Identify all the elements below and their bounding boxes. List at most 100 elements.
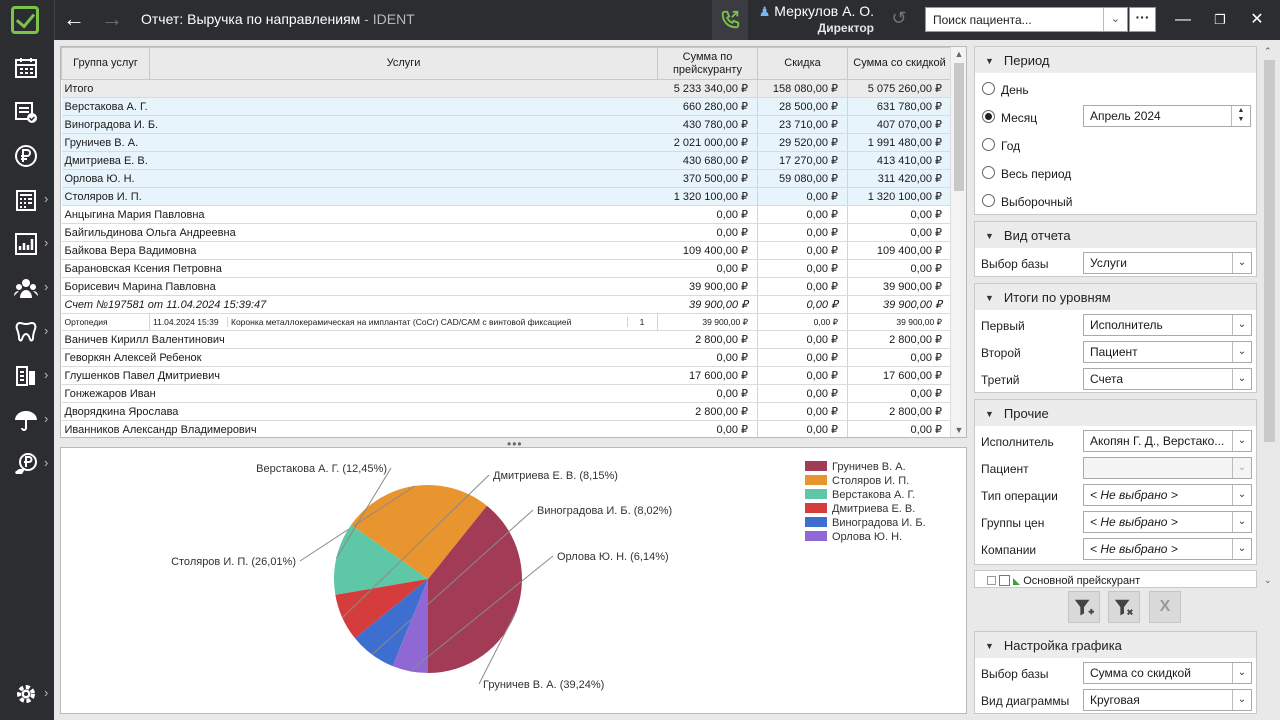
table-row[interactable]: Геворкян Алексей Ребенок 0,00 ₽0,00 ₽0,00… <box>61 348 952 367</box>
column-header-services[interactable]: Услуги <box>149 47 658 80</box>
window-title: Отчет: Выручка по направлениям - IDENT <box>141 11 415 27</box>
telephony-button[interactable] <box>712 0 748 40</box>
price-groups-select[interactable]: < Не выбрано > ⌄ <box>1083 511 1252 533</box>
checkbox[interactable] <box>999 575 1011 586</box>
spin-arrows-icon[interactable]: ▲ ▼ <box>1231 106 1250 126</box>
cell-name: Иванников Александр Владимерович <box>61 420 658 437</box>
pie-slice[interactable] <box>351 485 487 579</box>
remove-filter-button[interactable] <box>1108 591 1140 623</box>
table-row[interactable]: Барановская Ксения Петровна 0,00 ₽0,00 ₽0… <box>61 259 952 278</box>
sidebar-item-schedule[interactable] <box>0 50 54 86</box>
first-level-select[interactable]: Исполнитель ⌄ <box>1083 314 1252 336</box>
base-select[interactable]: Услуги ⌄ <box>1083 252 1252 274</box>
scroll-up-icon[interactable]: ⌃ <box>1264 46 1272 56</box>
table-row[interactable]: Глушенков Павел Дмитриевич 17 600,00 ₽0,0… <box>61 366 952 385</box>
table-row[interactable]: Груничев В. А. 2 021 000,00 ₽29 520,00 ₽1… <box>61 133 952 152</box>
pie-slice[interactable] <box>334 524 428 595</box>
sidebar-item-settings[interactable]: › <box>0 676 54 712</box>
forward-arrow-icon[interactable]: → <box>101 6 123 31</box>
sidebar-item-users[interactable]: › <box>0 270 54 306</box>
table-row[interactable]: Анцыгина Мария Павловна 0,00 ₽0,00 ₽0,00 … <box>61 205 952 224</box>
scroll-down-icon[interactable]: ⌄ <box>1264 575 1272 585</box>
patient-search-input[interactable]: Поиск пациента... ⌄ <box>925 7 1128 32</box>
period-radio[interactable] <box>982 166 995 179</box>
sidebar-item-finance[interactable] <box>0 138 54 174</box>
restore-icon[interactable]: ❐ <box>1214 12 1226 27</box>
table-row[interactable]: Ваничев Кирилл Валентинович 2 800,00 ₽0,0… <box>61 330 952 349</box>
month-picker[interactable]: Апрель 2024 ▲ ▼ <box>1083 105 1251 127</box>
table-row[interactable]: Орлова Ю. Н. 370 500,00 ₽59 080,00 ₽311 4… <box>61 169 952 188</box>
tree-item[interactable]: Основной прейскурант <box>987 575 1140 587</box>
table-row[interactable]: Гонжежаров Иван 0,00 ₽0,00 ₽0,00 ₽ <box>61 384 952 403</box>
period-option-label[interactable]: Весь период <box>1001 167 1072 181</box>
column-header-discounted-sum[interactable]: Сумма со скидкой <box>847 47 952 80</box>
pie-slice[interactable] <box>335 579 428 639</box>
table-row[interactable]: Ортопедия 11.04.2024 15:39 Коронка металло… <box>61 313 952 331</box>
chevron-down-icon[interactable]: ⌄ <box>1103 8 1127 31</box>
period-option-label[interactable]: Год <box>1001 139 1021 153</box>
sidebar-item-dental[interactable]: › <box>0 314 54 350</box>
table-row[interactable]: Байгильдинова Ольга Андреевна 0,00 ₽0,00 … <box>61 223 952 242</box>
right-panel-scrollbar[interactable]: ⌃ ⌄ <box>1262 46 1276 586</box>
scroll-down-icon[interactable]: ▼ <box>954 425 964 435</box>
sidebar-item-insurance[interactable]: › <box>0 402 54 438</box>
executor-select[interactable]: Акопян Г. Д., Верстако... ⌄ <box>1083 430 1252 452</box>
pie-slice[interactable] <box>392 579 428 673</box>
table-row[interactable]: Виноградова И. Б. 430 780,00 ₽23 710,00 ₽… <box>61 115 952 134</box>
sidebar-item-tasks[interactable] <box>0 94 54 130</box>
report-view-header[interactable]: ▼ Вид отчета <box>975 222 1256 248</box>
period-header[interactable]: ▼ Период <box>975 47 1256 73</box>
sidebar-item-payments[interactable]: › <box>0 446 54 482</box>
history-icon[interactable]: ↺ <box>891 8 907 28</box>
table-row[interactable]: Итого 5 233 340,00 ₽158 080,00 ₽5 075 260… <box>61 79 952 98</box>
scrollbar-thumb[interactable] <box>954 63 964 191</box>
expander-icon[interactable] <box>987 576 996 585</box>
table-row[interactable]: Счет №197581 от 11.04.2024 15:39:47 39 90… <box>61 295 952 314</box>
cell-discount: 0,00 ₽ <box>757 348 848 367</box>
table-row[interactable]: Борисевич Марина Павловна 39 900,00 ₽0,00… <box>61 277 952 296</box>
chart-base-select[interactable]: Сумма со скидкой ⌄ <box>1083 662 1252 684</box>
chevron-right-icon: › <box>44 367 49 382</box>
table-row[interactable]: Иванников Александр Владимерович 0,00 ₽0,… <box>61 420 952 437</box>
table-row[interactable]: Дмитриева Е. В. 430 680,00 ₽17 270,00 ₽41… <box>61 151 952 170</box>
other-header[interactable]: ▼ Прочие <box>975 400 1256 426</box>
add-filter-button[interactable] <box>1068 591 1100 623</box>
more-button[interactable]: ··· <box>1129 7 1156 32</box>
scroll-up-icon[interactable]: ▲ <box>954 49 964 59</box>
app-logo[interactable] <box>11 6 39 34</box>
table-row[interactable]: Верстакова А. Г. 660 280,00 ₽28 500,00 ₽6… <box>61 97 952 116</box>
period-option-label[interactable]: День <box>1001 83 1029 97</box>
table-row[interactable]: Байкова Вера Вадимовна 109 400,00 ₽0,00 ₽… <box>61 241 952 260</box>
sidebar-item-calculations[interactable]: › <box>0 182 54 218</box>
sidebar-item-devices[interactable]: › <box>0 358 54 394</box>
current-user[interactable]: ♟ Меркулов А. О. Директор <box>758 3 874 35</box>
sidebar-item-reports[interactable]: › <box>0 226 54 262</box>
pie-slice[interactable] <box>428 505 522 673</box>
chart-type-select[interactable]: Круговая ⌄ <box>1083 689 1252 711</box>
pie-slice[interactable] <box>354 579 428 667</box>
scrollbar-thumb[interactable] <box>1264 60 1275 442</box>
second-level-select[interactable]: Пациент ⌄ <box>1083 341 1252 363</box>
period-radio[interactable] <box>982 110 995 123</box>
close-icon[interactable]: ✕ <box>1250 11 1264 28</box>
table-row[interactable]: Дворядкина Ярослава 2 800,00 ₽0,00 ₽2 800… <box>61 402 952 421</box>
column-header-price-sum[interactable]: Сумма по прейскуранту <box>657 47 758 80</box>
period-radio[interactable] <box>982 138 995 151</box>
period-radio[interactable] <box>982 194 995 207</box>
period-option-label[interactable]: Выборочный <box>1001 195 1073 209</box>
third-level-select[interactable]: Счета ⌄ <box>1083 368 1252 390</box>
operation-type-select[interactable]: < Не выбрано > ⌄ <box>1083 484 1252 506</box>
column-header-service-group[interactable]: Группа услуг <box>61 47 150 80</box>
chart-settings-header[interactable]: ▼ Настройка графика <box>975 632 1256 658</box>
table-row[interactable]: Столяров И. П. 1 320 100,00 ₽0,00 ₽1 320 … <box>61 187 952 206</box>
period-radio[interactable] <box>982 82 995 95</box>
table-scrollbar[interactable]: ▲ ▼ <box>950 47 966 437</box>
clear-filter-button[interactable]: X <box>1149 591 1181 623</box>
levels-header[interactable]: ▼ Итоги по уровням <box>975 284 1256 310</box>
period-option-label[interactable]: Месяц <box>1001 111 1038 125</box>
minimize-icon[interactable]: — <box>1175 11 1191 28</box>
companies-select[interactable]: < Не выбрано > ⌄ <box>1083 538 1252 560</box>
column-header-discount[interactable]: Скидка <box>757 47 848 80</box>
patient-select[interactable]: ⌄ <box>1083 457 1252 479</box>
back-arrow-icon[interactable]: ← <box>63 6 85 31</box>
